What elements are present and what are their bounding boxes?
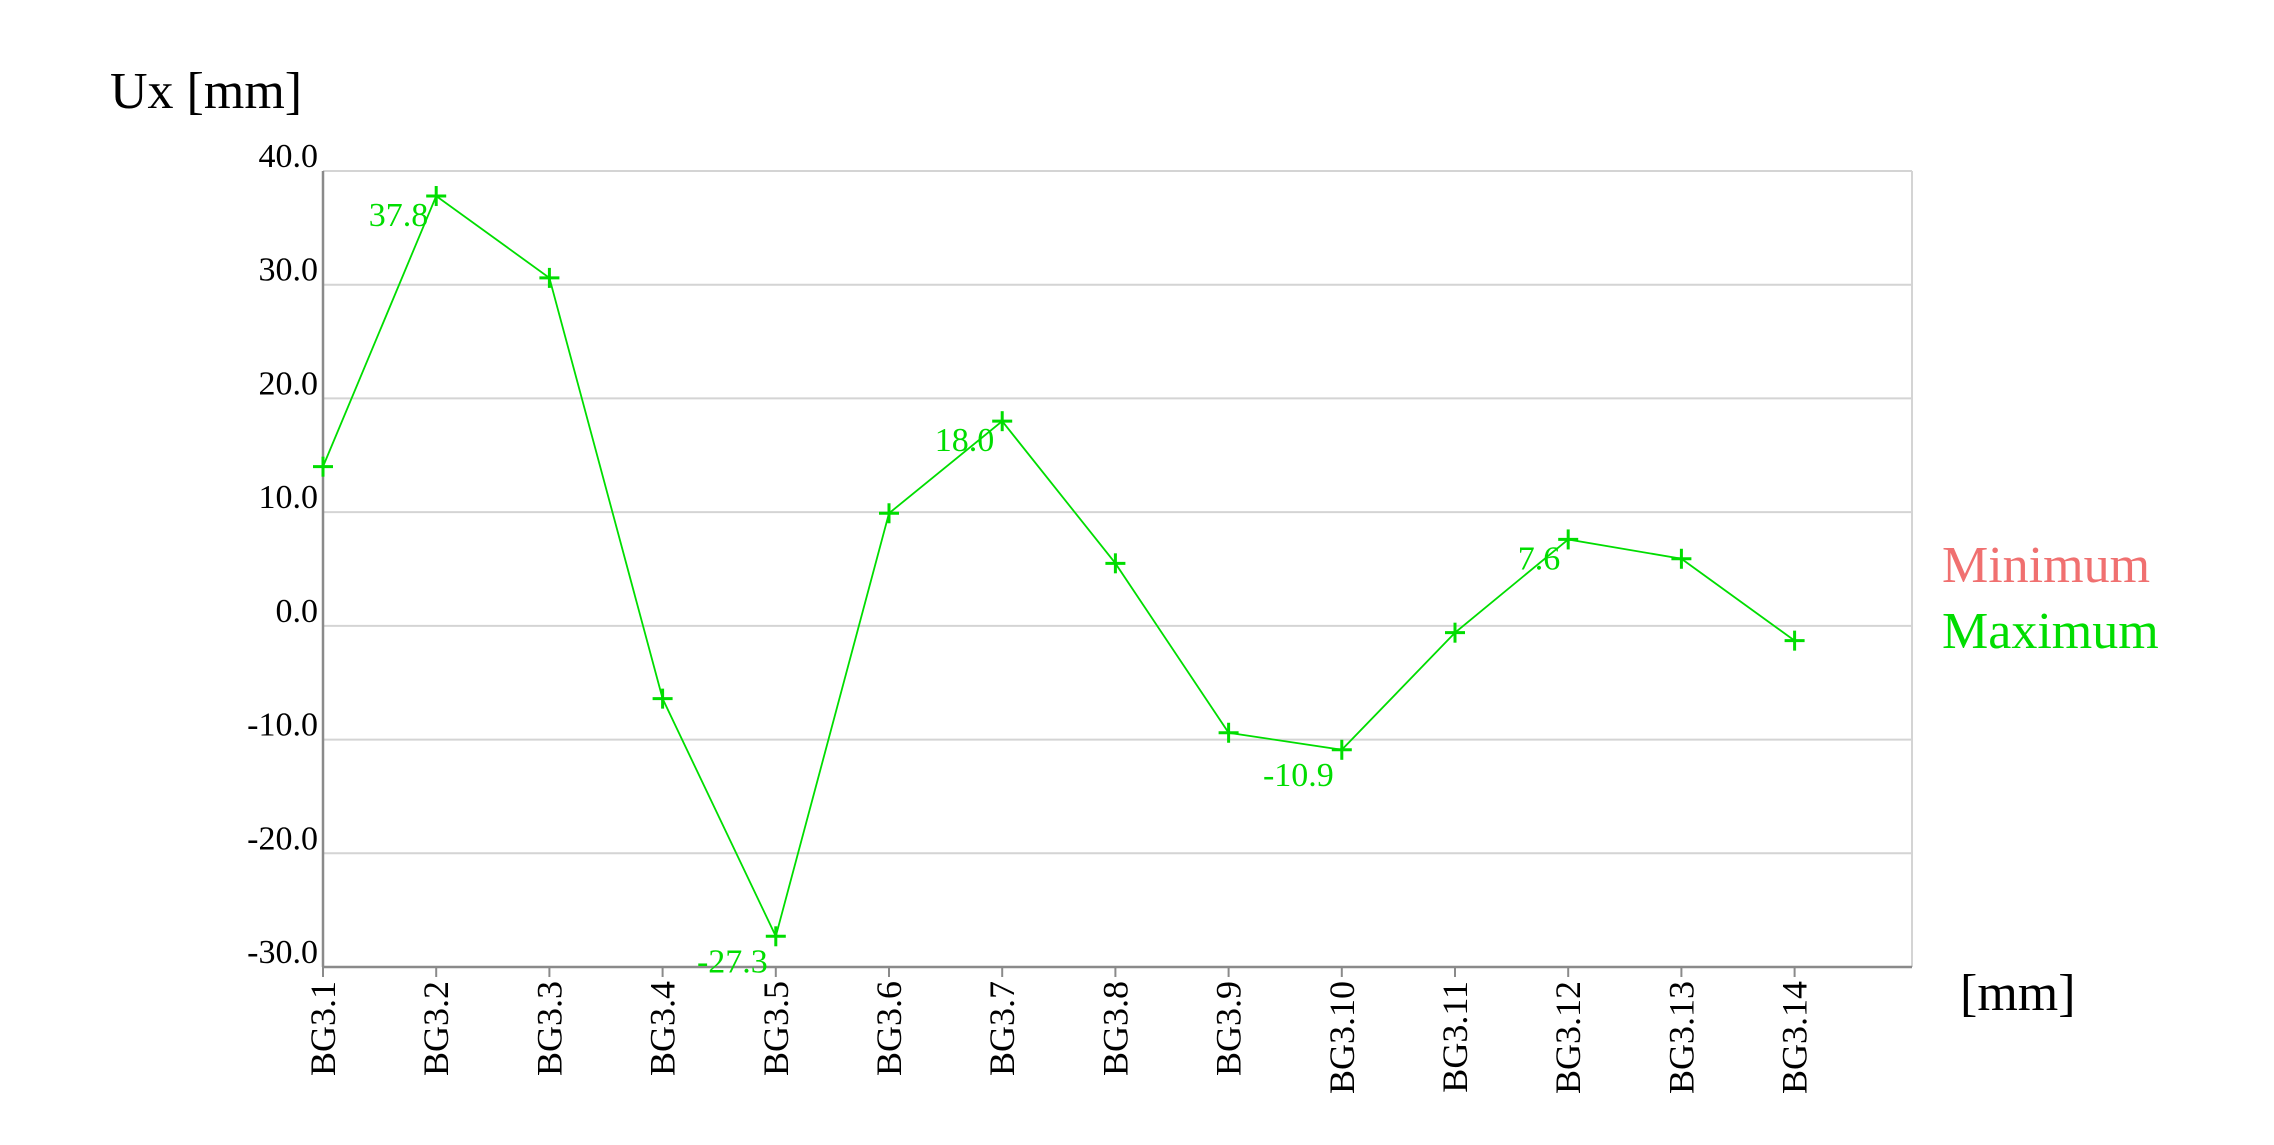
data-point-marker	[879, 503, 899, 524]
legend: Minimum Maximum	[1942, 537, 2159, 660]
x-tick-label: BG3.2	[416, 981, 456, 1076]
x-tick-label: BG3.8	[1095, 981, 1135, 1076]
data-point-marker	[539, 267, 560, 288]
data-point-marker	[1105, 553, 1126, 574]
data-label: -10.9	[1263, 757, 1334, 794]
x-tick-label: BG3.11	[1435, 981, 1475, 1093]
data-point-marker	[1784, 630, 1805, 651]
y-tick-label: 0.0	[276, 593, 319, 630]
x-tick-label: BG3.6	[869, 981, 909, 1076]
data-point-marker	[313, 456, 333, 477]
y-tick-label: 40.0	[259, 138, 319, 175]
x-tick-label: BG3.4	[643, 981, 683, 1076]
data-point-marker	[1671, 548, 1692, 569]
x-tick-label: BG3.7	[982, 981, 1022, 1076]
y-tick-label: 20.0	[259, 365, 319, 402]
data-labels: 37.8 -27.3 18.0 -10.9 7.6	[369, 197, 1561, 980]
y-axis-title: Ux [mm]	[110, 63, 302, 120]
legend-item-minimum: Minimum	[1942, 537, 2150, 594]
x-tick-label: BG3.1	[303, 981, 343, 1076]
data-point-marker	[1445, 622, 1465, 643]
x-tick-label: BG3.12	[1548, 981, 1588, 1094]
data-point-marker	[1558, 529, 1579, 550]
data-label: 37.8	[369, 197, 429, 234]
series-line-maximum	[322, 194, 1796, 939]
series-layer	[313, 186, 1805, 947]
y-tick-labels: 40.0 30.0 20.0 10.0 0.0 -10.0 -20.0 -30.0	[247, 138, 318, 971]
legend-item-maximum: Maximum	[1942, 603, 2159, 660]
y-tick-label: 10.0	[259, 479, 319, 516]
axes-layer	[321, 171, 1912, 977]
data-label: -27.3	[697, 943, 768, 980]
x-tick-label: BG3.10	[1322, 981, 1362, 1094]
y-tick-label: -20.0	[247, 820, 318, 857]
x-tick-labels: BG3.1 BG3.2 BG3.3 BG3.4 BG3.5 BG3.6 BG3.7 BG3.8…	[303, 981, 1815, 1094]
x-tick-label: BG3.14	[1775, 981, 1815, 1094]
data-point-marker	[765, 926, 786, 947]
data-point-marker	[426, 186, 447, 207]
y-tick-label: -10.0	[247, 707, 318, 744]
x-tick-label: BG3.13	[1661, 981, 1701, 1094]
data-label: 7.6	[1518, 540, 1561, 577]
x-tick-label: BG3.9	[1209, 981, 1249, 1076]
data-point-marker	[652, 688, 673, 709]
data-label: 18.0	[935, 422, 995, 459]
y-tick-label: -30.0	[247, 934, 318, 971]
x-tick-label: BG3.3	[529, 981, 569, 1076]
data-point-marker	[1331, 739, 1352, 760]
data-point-marker	[992, 411, 1013, 432]
x-axis-title: [mm]	[1960, 965, 2076, 1022]
grid-layer	[323, 170, 1913, 967]
y-tick-label: 30.0	[259, 252, 319, 289]
x-tick-label: BG3.5	[756, 981, 796, 1076]
data-point-marker	[1218, 722, 1239, 743]
